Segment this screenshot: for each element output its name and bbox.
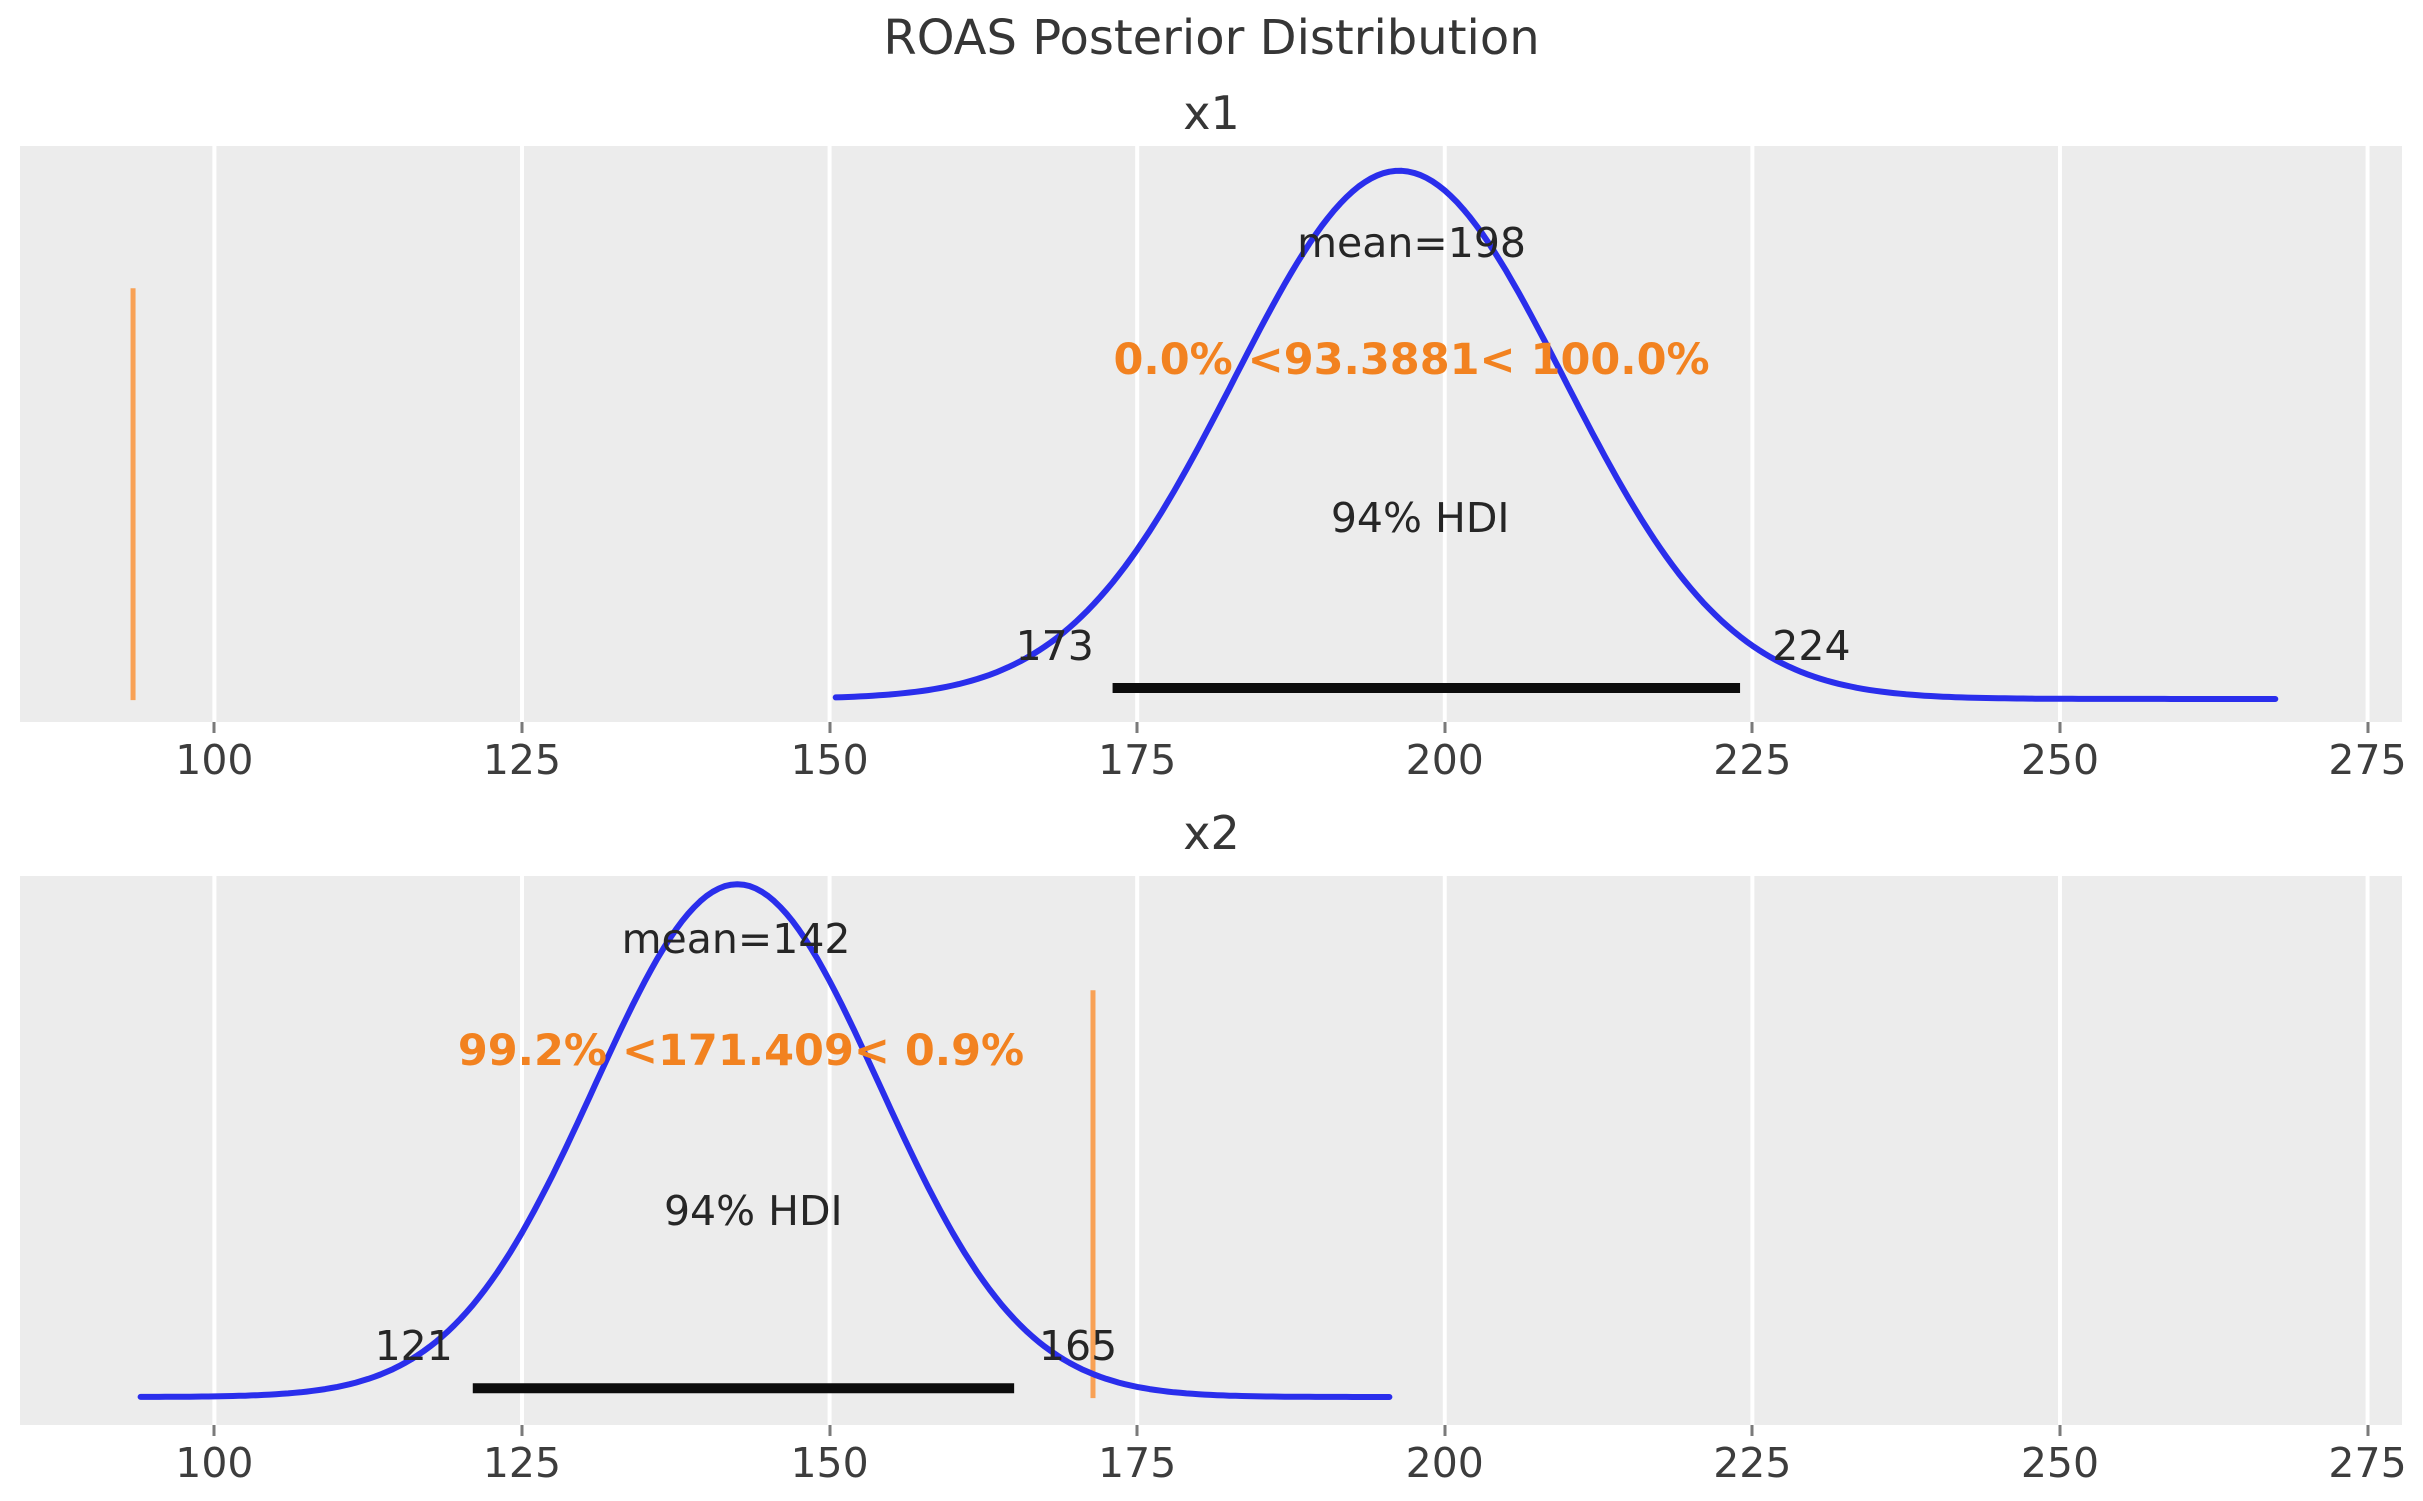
x-tick-mark — [2058, 1425, 2062, 1436]
x-tick-mark — [1135, 722, 1139, 733]
mean-annotation: mean=198 — [1297, 218, 1526, 267]
x-tick-mark — [2366, 722, 2370, 733]
x-tick-mark — [1443, 1425, 1447, 1436]
kde-plot-x1 — [130, 146, 2370, 722]
hdi-lower-value: 121 — [374, 1321, 453, 1370]
x-tick-mark — [520, 1425, 524, 1436]
hdi-label: 94% HDI — [1330, 493, 1510, 542]
x-tick-mark — [828, 722, 832, 733]
x-tick-mark — [212, 722, 216, 733]
ref-val-annotation: 0.0% <93.3881< 100.0% — [1113, 335, 1710, 386]
x-tick-label: 100 — [175, 1439, 254, 1487]
x-tick-mark — [1750, 722, 1754, 733]
x-tick-mark — [2058, 722, 2062, 733]
x-tick-mark — [828, 1425, 832, 1436]
x-axis-x1: 100 125 150 175 200 225 250 275 — [20, 722, 2407, 786]
kde-plot-x2 — [137, 876, 2370, 1425]
x-tick-label: 225 — [1713, 1439, 1792, 1487]
x-tick-label: 200 — [1405, 736, 1484, 784]
x-tick-mark — [1135, 1425, 1139, 1436]
x-axis-x2: 100 125 150 175 200 225 250 275 — [20, 1425, 2407, 1489]
x-tick-label: 200 — [1405, 1439, 1484, 1487]
x-tick-label: 125 — [482, 1439, 562, 1487]
hdi-upper-value: 224 — [1772, 621, 1851, 670]
subplot-title-x1: x1 — [1183, 86, 1240, 140]
x-tick-label: 275 — [2328, 736, 2407, 784]
x-tick-mark — [520, 722, 524, 733]
x-tick-label: 250 — [2020, 1439, 2100, 1487]
x-tick-label: 150 — [790, 736, 869, 784]
x-tick-label: 225 — [1713, 736, 1792, 784]
x-tick-mark — [2366, 1425, 2370, 1436]
x-tick-mark — [212, 1425, 216, 1436]
x-tick-mark — [1750, 1425, 1754, 1436]
hdi-label: 94% HDI — [663, 1186, 843, 1235]
hdi-upper-value: 165 — [1038, 1321, 1118, 1370]
x-tick-label: 100 — [175, 736, 254, 784]
figure-title: ROAS Posterior Distribution — [883, 10, 1540, 66]
plot-area-x2: mean=142 99.2% <171.409< 0.9% 94% HDI 12… — [20, 876, 2402, 1425]
x-tick-label: 125 — [482, 736, 562, 784]
ref-val-annotation: 99.2% <171.409< 0.9% — [457, 1026, 1025, 1077]
x-tick-label: 175 — [1098, 736, 1177, 784]
mean-annotation: mean=142 — [621, 915, 851, 964]
plot-area-x1: mean=198 0.0% <93.3881< 100.0% 94% HDI 1… — [20, 146, 2402, 722]
hdi-lower-value: 173 — [1015, 621, 1094, 670]
subplot-title-x2: x2 — [1183, 806, 1240, 860]
x-tick-mark — [1443, 722, 1447, 733]
x-tick-label: 175 — [1098, 1439, 1177, 1487]
x-tick-label: 275 — [2328, 1439, 2407, 1487]
x-tick-label: 150 — [790, 1439, 869, 1487]
x-tick-label: 250 — [2020, 736, 2100, 784]
